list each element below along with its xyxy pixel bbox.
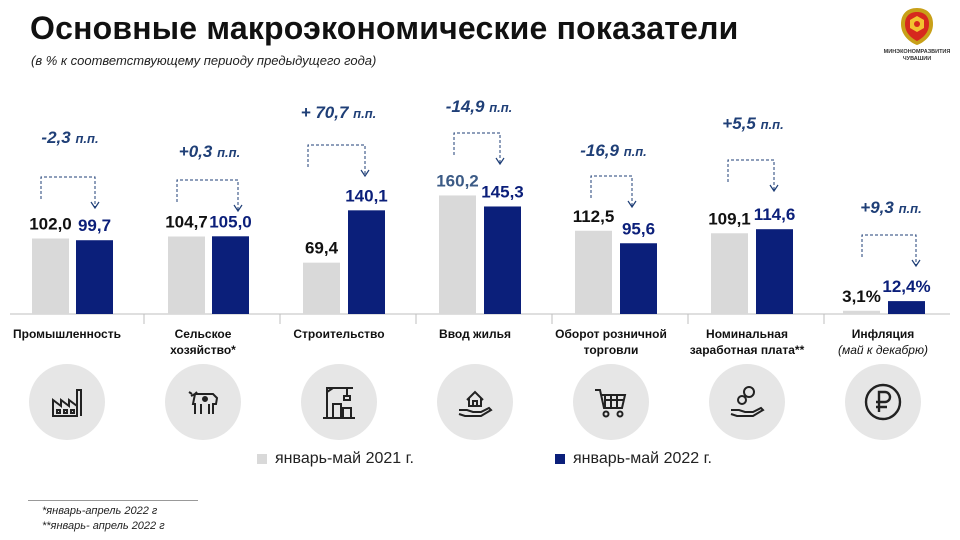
delta-bracket-5 xyxy=(727,159,775,190)
delta-bracket-0 xyxy=(40,176,96,207)
delta-label-5: +5,5 п.п. xyxy=(722,114,783,133)
data-label-2022-0: 99,7 xyxy=(78,216,111,235)
bar-2022-6 xyxy=(888,301,925,314)
delta-arrowhead-3 xyxy=(495,157,505,166)
page-title: Основные макроэкономические показатели xyxy=(30,10,739,46)
data-label-2022-3: 145,3 xyxy=(481,182,524,201)
delta-arrowhead-5 xyxy=(769,184,779,193)
bar-2021-2 xyxy=(303,262,340,314)
delta-label-4: -16,9 п.п. xyxy=(580,141,647,160)
category-label-text: Ввод жилья xyxy=(439,327,511,341)
delta-label-2: + 70,7 п.п. xyxy=(301,103,377,122)
category-label-2: Строительство xyxy=(271,326,407,342)
delta-label-1: +0,3 п.п. xyxy=(179,142,240,161)
delta-arrowhead-1 xyxy=(233,204,243,213)
data-label-2022-6: 12,4% xyxy=(882,277,930,296)
bar-2022-5 xyxy=(756,229,793,314)
data-label-2022-5: 114,6 xyxy=(754,205,796,224)
coat-of-arms-icon xyxy=(901,8,933,45)
bar-2022-3 xyxy=(484,206,521,314)
bar-chart: 102,0 99,7 -2,3 п.п. 104,7 105,0 +0,3 п.п. 69,… xyxy=(10,97,950,324)
data-label-2021-3: 160,2 xyxy=(436,171,479,190)
category-label-1: Сельское хозяйство* xyxy=(153,326,253,358)
bar-2021-6 xyxy=(843,310,880,314)
data-label-2022-4: 95,6 xyxy=(622,219,655,238)
delta-arrowhead-4 xyxy=(627,200,637,209)
delta-arrowhead-6 xyxy=(911,259,921,268)
category-label-4: Оборот розничной торговли xyxy=(551,326,671,358)
delta-bracket-2 xyxy=(307,144,366,175)
data-label-2022-2: 140,1 xyxy=(345,186,388,205)
bar-2021-1 xyxy=(168,236,205,314)
footnote-1: *январь-апрель 2022 г xyxy=(42,505,158,517)
legend-item-2021: январь-май 2021 г. xyxy=(257,450,414,468)
category-label-3: Ввод жилья xyxy=(407,326,543,342)
footnote-2: **январь- апрель 2022 г xyxy=(42,520,165,532)
delta-label-3: -14,9 п.п. xyxy=(446,97,513,116)
delta-label-0: -2,3 п.п. xyxy=(41,128,98,147)
delta-arrowhead-2 xyxy=(360,169,370,178)
delta-label-6: +9,3 п.п. xyxy=(860,198,921,217)
construction-crane-icon xyxy=(301,364,377,440)
cow-icon xyxy=(165,364,241,440)
logo-text-line1: МИНЭКОНОМРАЗВИТИЯ xyxy=(883,49,951,55)
category-label-6: Инфляция (май к декабрю) xyxy=(815,326,951,358)
bar-2022-4 xyxy=(620,243,657,314)
data-label-2021-5: 109,1 xyxy=(708,209,751,228)
category-label-text: Строительство xyxy=(293,327,385,341)
data-label-2022-1: 105,0 xyxy=(209,212,252,231)
page-subtitle: (в % к соответствующему периоду предыдущ… xyxy=(31,53,377,68)
category-label-text: Сельское хозяйство* xyxy=(170,327,236,357)
legend-label-2021: январь-май 2021 г. xyxy=(275,450,414,467)
data-label-2021-6: 3,1% xyxy=(842,287,881,306)
legend-label-2022: январь-май 2022 г. xyxy=(573,450,712,467)
category-label-text: Инфляция xyxy=(851,327,915,341)
bar-2022-0 xyxy=(76,240,113,314)
category-label-text: Номинальная заработная плата** xyxy=(689,327,805,357)
legend-item-2022: январь-май 2022 г. xyxy=(555,450,712,468)
legend-swatch-2021 xyxy=(257,454,267,464)
bar-2021-5 xyxy=(711,233,748,314)
data-label-2021-2: 69,4 xyxy=(305,239,339,258)
legend-swatch-2022 xyxy=(555,454,565,464)
footnote-divider xyxy=(28,500,198,501)
coins-in-hand-icon xyxy=(709,364,785,440)
bar-2021-3 xyxy=(439,195,476,314)
category-label-text: Оборот розничной торговли xyxy=(555,327,667,357)
logo-text-line2: ЧУВАШИИ xyxy=(902,56,932,62)
category-label-5: Номинальная заработная плата** xyxy=(679,326,815,358)
house-in-hand-icon xyxy=(437,364,513,440)
delta-bracket-4 xyxy=(590,175,633,206)
category-label-text: Промышленность xyxy=(13,327,121,341)
bar-2022-2 xyxy=(348,210,385,314)
delta-bracket-3 xyxy=(453,132,501,163)
ruble-icon xyxy=(845,364,921,440)
category-label-note: (май к декабрю) xyxy=(838,343,928,357)
data-label-2021-0: 102,0 xyxy=(29,215,72,234)
factory-icon xyxy=(29,364,105,440)
shopping-cart-icon xyxy=(573,364,649,440)
ministry-logo: МИНЭКОНОМРАЗВИТИЯ ЧУВАШИИ xyxy=(882,6,952,68)
delta-bracket-1 xyxy=(176,179,239,210)
delta-bracket-6 xyxy=(861,234,917,265)
bar-2021-4 xyxy=(575,230,612,314)
delta-arrowhead-0 xyxy=(90,201,100,210)
bar-2022-1 xyxy=(212,236,249,314)
category-label-0: Промышленность xyxy=(0,326,135,342)
data-label-2021-1: 104,7 xyxy=(165,213,208,232)
data-label-2021-4: 112,5 xyxy=(573,207,615,226)
bar-2021-0 xyxy=(32,238,69,314)
